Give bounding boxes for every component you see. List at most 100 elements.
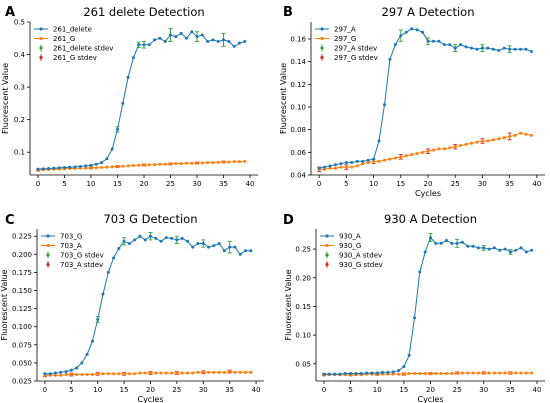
data-point [402, 365, 406, 369]
data-point [154, 236, 158, 240]
x-axis-label: Cycles [415, 189, 441, 198]
y-tick-label: 0.1 [14, 149, 25, 157]
data-point [233, 245, 237, 249]
data-point [206, 161, 210, 165]
data-point [339, 162, 343, 166]
data-point [372, 159, 376, 163]
data-point [184, 36, 188, 40]
y-tick-label: 0.150 [12, 287, 32, 295]
data-point [149, 371, 152, 375]
data-point [222, 160, 226, 164]
series-1 [317, 131, 533, 173]
y-tick-label: 0.10 [290, 104, 306, 112]
series-0 [36, 28, 247, 171]
legend-marker-swatch [325, 253, 329, 257]
data-point [191, 245, 195, 249]
data-point [434, 372, 438, 376]
data-point [185, 371, 189, 375]
data-point [487, 371, 491, 375]
data-point [69, 372, 73, 376]
data-point [222, 370, 226, 374]
data-point [459, 144, 463, 148]
y-tick-label: 0.06 [290, 149, 306, 157]
data-point [85, 372, 89, 376]
data-point [475, 140, 479, 144]
data-point [429, 372, 432, 376]
x-tick-label: 35 [506, 386, 515, 394]
data-point [106, 270, 110, 274]
data-point [524, 132, 528, 136]
data-point [110, 147, 114, 151]
data-point [84, 166, 88, 170]
data-point [391, 372, 395, 376]
data-point [491, 138, 495, 142]
legend-entry: 703_G stdev [60, 252, 104, 260]
data-point [105, 165, 109, 169]
series-line [319, 28, 532, 169]
x-tick-label: 30 [193, 180, 202, 188]
x-tick-label: 40 [246, 180, 255, 188]
data-point [530, 248, 534, 252]
data-point [423, 372, 427, 376]
data-point [426, 149, 430, 153]
y-tick-label: 0.100 [12, 323, 32, 331]
data-point [410, 27, 414, 31]
data-point [75, 372, 79, 376]
panel-letter: A [5, 5, 15, 20]
data-point [410, 153, 414, 157]
y-axis-label: Fluorescent Value [1, 63, 10, 134]
data-point [503, 371, 507, 375]
x-tick-label: 0 [43, 386, 47, 394]
data-point [402, 372, 406, 376]
x-tick-label: 5 [69, 386, 73, 394]
y-tick-label: 0.200 [12, 251, 32, 259]
data-point [105, 157, 109, 161]
data-point [359, 372, 363, 376]
data-point [448, 43, 452, 47]
legend-entry: 261_delete stdev [53, 45, 113, 53]
legend-entry: 930_G [339, 242, 361, 250]
x-tick-label: 25 [451, 180, 460, 188]
y-tick-label: 0.12 [290, 81, 306, 89]
data-point [243, 159, 247, 163]
series-line [37, 31, 245, 170]
x-tick-label: 20 [424, 180, 433, 188]
data-point [174, 35, 178, 39]
series-line [324, 236, 532, 375]
panel-letter: B [283, 5, 293, 20]
data-point [80, 361, 84, 365]
data-point [450, 241, 454, 245]
x-tick-label: 35 [219, 180, 228, 188]
data-point [476, 371, 480, 375]
data-point [437, 39, 441, 43]
data-point [147, 163, 151, 167]
data-point [212, 370, 216, 374]
data-point [382, 158, 386, 162]
data-point [158, 36, 162, 40]
data-point [514, 248, 518, 252]
data-point [476, 246, 480, 250]
data-point [217, 241, 221, 245]
data-point [110, 165, 114, 169]
data-point [53, 373, 57, 377]
data-point [519, 246, 523, 250]
data-point [471, 244, 475, 248]
data-point [366, 158, 370, 162]
data-point [59, 373, 63, 377]
y-tick-label: 0.05 [295, 360, 311, 368]
data-point [84, 164, 88, 168]
y-tick-label: 0.5 [14, 19, 25, 27]
legend-entry: 297_G stdev [334, 54, 378, 62]
data-point [227, 40, 231, 44]
data-point [232, 44, 236, 48]
data-point [404, 30, 408, 34]
data-point [175, 371, 179, 375]
data-point [492, 371, 496, 375]
data-point [397, 372, 401, 376]
data-point [486, 139, 490, 143]
data-point [391, 370, 395, 374]
legend-marker-swatch [39, 55, 43, 60]
legend-marker-swatch [320, 36, 324, 41]
legend-entry: 703_A [60, 242, 82, 250]
